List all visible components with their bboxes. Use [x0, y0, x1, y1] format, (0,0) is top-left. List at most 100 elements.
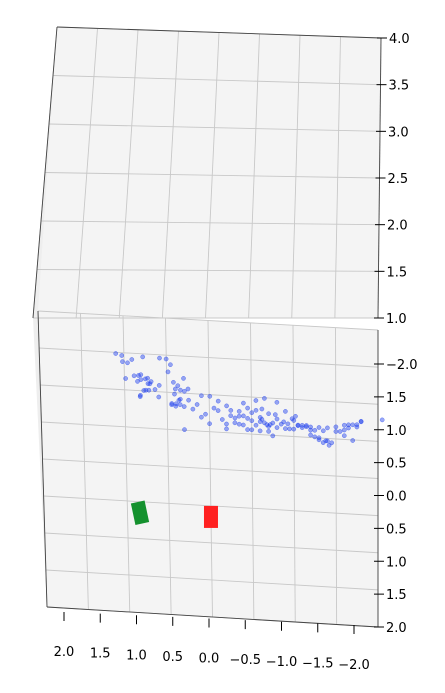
scatter-point	[283, 426, 288, 431]
grid-y-floor	[41, 421, 379, 442]
scatter-point	[312, 434, 318, 440]
scatter-point	[236, 421, 242, 427]
scatter-point	[240, 422, 246, 428]
scatter-point	[253, 422, 259, 428]
floor-marker-2	[203, 505, 218, 528]
scatter-point	[337, 429, 343, 434]
scatter-point	[215, 408, 221, 413]
scatter-point	[172, 391, 177, 397]
grid-z-back	[40, 220, 380, 226]
scatter-point	[207, 393, 213, 399]
scatter-point	[171, 379, 176, 385]
scatter-point	[308, 427, 313, 433]
scatter-point	[341, 427, 347, 433]
scatter-point	[224, 426, 229, 432]
axis-edge	[37, 310, 48, 608]
scatter-point	[281, 419, 287, 425]
scatter-point	[241, 413, 246, 419]
scatter-point	[259, 416, 265, 422]
scatter-point	[249, 418, 255, 424]
scatter-point	[249, 410, 255, 416]
scatter-point	[257, 428, 263, 434]
grid-z-back	[48, 123, 381, 132]
z-tick-label: 2.5	[388, 172, 409, 187]
scatter-point	[232, 415, 238, 421]
grid-y-floor	[42, 458, 379, 479]
scatter-point	[182, 388, 187, 394]
scatter-point	[291, 426, 297, 432]
x-tick-label: −1.0	[266, 655, 298, 670]
grid-y-floor	[39, 347, 379, 368]
scatter-point	[156, 383, 162, 388]
scatter-point	[325, 438, 330, 444]
scatter-point	[287, 426, 292, 432]
scatter-point	[152, 387, 158, 392]
scatter-point	[249, 427, 255, 433]
scatter-point	[312, 427, 318, 433]
scatter-point	[190, 406, 196, 412]
scatter-point	[262, 396, 267, 401]
scatter-point	[333, 429, 339, 434]
scatter-point	[323, 438, 329, 444]
scatter-point	[207, 421, 212, 427]
y-tick-label: 1.0	[386, 424, 407, 439]
x-tick-label: −2.0	[338, 658, 370, 673]
scatter-point	[113, 351, 119, 356]
scatter-point	[299, 422, 305, 428]
scatter-point	[228, 413, 234, 419]
scatter-point	[350, 438, 356, 443]
scatter-point	[264, 422, 270, 428]
scatter-point	[245, 416, 250, 421]
scatter-point	[181, 376, 186, 381]
scatter-point	[291, 418, 297, 423]
scatter-point	[123, 376, 128, 381]
scatter-point	[194, 402, 200, 407]
x-tick-label: 0.5	[162, 650, 183, 665]
scatter-point	[350, 422, 356, 428]
scatter-point	[119, 353, 125, 358]
scatter-point	[131, 373, 137, 379]
back-pane	[33, 27, 381, 318]
axis-edge	[32, 26, 58, 319]
scatter-point	[143, 387, 149, 393]
scatter-point	[172, 386, 178, 392]
scatter-point	[211, 405, 217, 411]
z-tick-label: 2.0	[387, 219, 408, 234]
scatter-point	[138, 372, 144, 378]
scatter-point	[140, 354, 146, 360]
y-tick-label: 0.5	[386, 522, 407, 537]
scatter-point	[178, 387, 183, 393]
scatter-point	[241, 400, 246, 406]
scatter-point	[203, 411, 208, 417]
axis-edge	[56, 26, 382, 39]
scatter-point	[228, 408, 234, 413]
scatter-point	[326, 442, 332, 448]
scatter-point	[157, 355, 162, 361]
scatter-point	[289, 416, 295, 422]
tick-labels: 1.0 1.5 2.0 2.5 3.0 3.5 4.0 −2.0 1.5 1.0 0.5 0.0 0.5…	[54, 32, 418, 673]
scatter-point	[295, 422, 301, 428]
scatter-point	[293, 413, 298, 419]
scatter-point	[266, 429, 271, 434]
scatter-point	[165, 369, 171, 375]
scatter-point	[182, 427, 187, 432]
x-tick-label: 0.0	[199, 652, 220, 667]
scatter-point	[163, 356, 169, 362]
scatter-point	[259, 406, 265, 412]
z-tick-label: 1.5	[387, 265, 408, 280]
scatter-point	[283, 409, 288, 414]
grid-y-floor	[43, 495, 379, 517]
scatter-point	[236, 413, 242, 419]
scatter-point	[267, 422, 273, 427]
y-tick-label: 1.5	[386, 588, 407, 603]
scatter-point	[316, 435, 322, 441]
scatter-point	[173, 403, 179, 409]
scatter-point	[129, 357, 135, 362]
scatter-point	[272, 412, 278, 417]
scatter-point	[320, 428, 326, 434]
scatter-point	[120, 359, 125, 364]
grid-z-back	[52, 75, 381, 86]
scatter-point	[358, 419, 364, 425]
z-tick-label: 1.0	[386, 312, 407, 327]
